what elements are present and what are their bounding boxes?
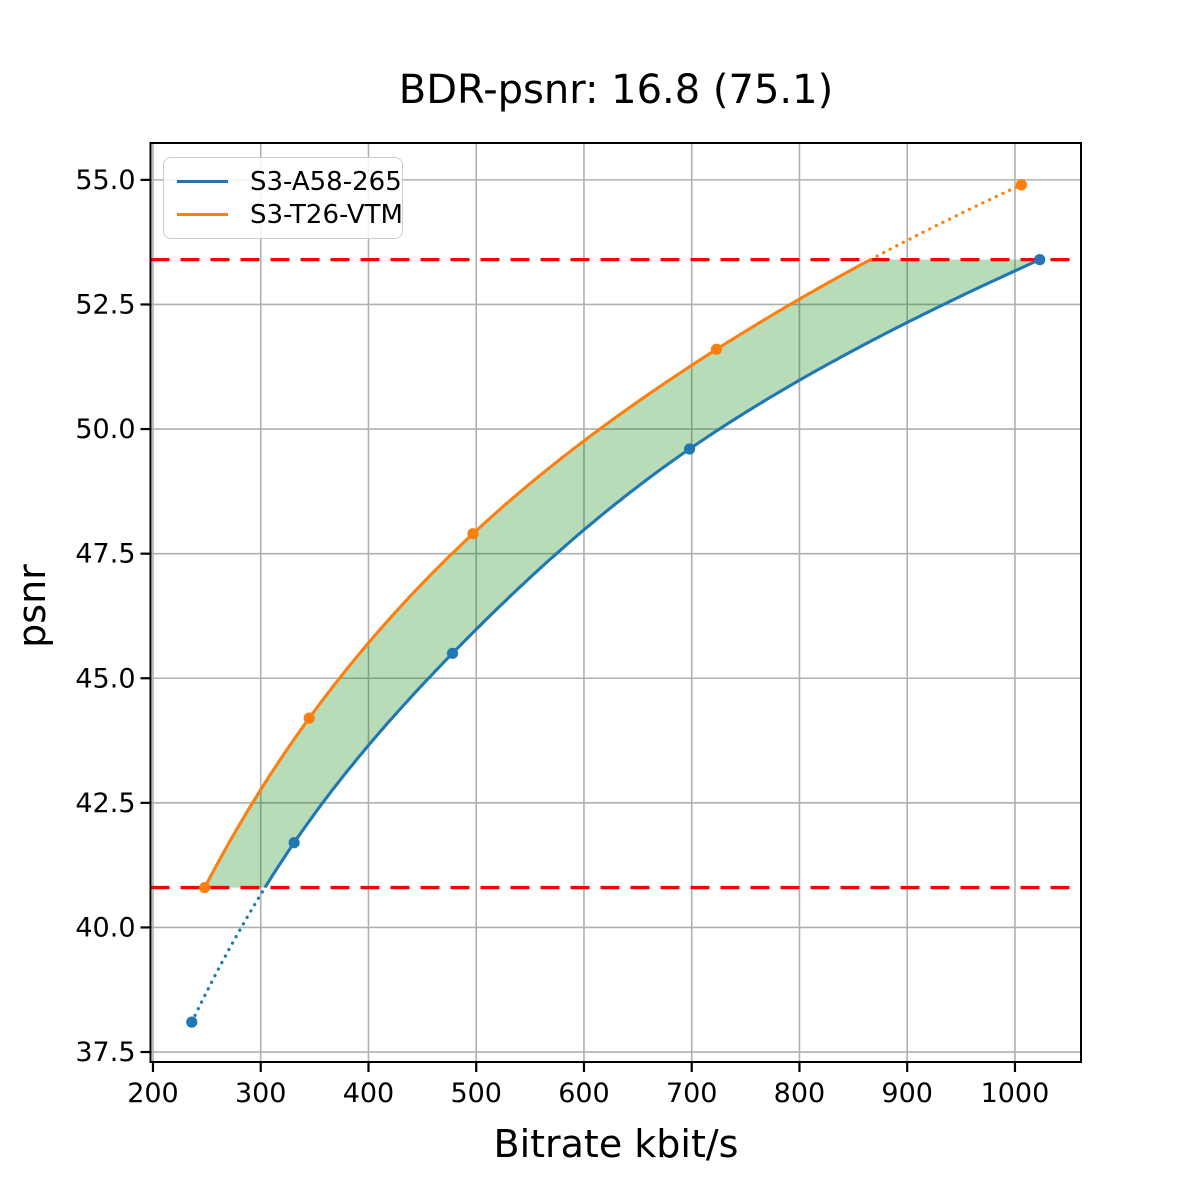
x-tick-label: 700	[666, 1078, 718, 1109]
data-point	[199, 881, 211, 894]
y-axis-label: psnr	[10, 564, 54, 648]
legend-line-sample-blue	[177, 179, 228, 184]
x-tick-label: 600	[558, 1078, 610, 1109]
legend-item-s3-a58-265: S3-A58-265	[164, 165, 402, 198]
chart-title: BDR-psnr: 16.8 (75.1)	[398, 67, 834, 113]
x-tick-label: 400	[343, 1078, 395, 1109]
rd-curve-s3-t26-vtm	[203, 258, 872, 889]
y-tick-label: 45.0	[75, 663, 135, 694]
data-point	[1034, 254, 1046, 266]
x-tick-label: 1000	[981, 1078, 1050, 1109]
y-tick-label: 47.5	[75, 539, 135, 570]
data-point	[186, 1016, 198, 1028]
rd-curve-s3-a58-265	[263, 258, 1041, 889]
data-point	[288, 837, 300, 849]
y-tick-label: 40.0	[75, 912, 135, 943]
rd-curve-s3-a58-265-dotted	[190, 886, 267, 1024]
legend-label: S3-T26-VTM	[250, 199, 403, 230]
x-axis-label: Bitrate kbit/s	[493, 1122, 739, 1166]
axes-spines	[149, 142, 1082, 1063]
data-point	[446, 647, 459, 659]
y-tick-label: 37.5	[75, 1037, 135, 1068]
x-tick-label: 200	[127, 1078, 179, 1109]
bd-overlap-fill	[204, 259, 1040, 888]
legend-label: S3-A58-265	[250, 166, 402, 197]
y-tick-label: 52.5	[75, 289, 135, 320]
legend-item-s3-t26-vtm: S3-T26-VTM	[164, 198, 403, 231]
y-tick-label: 55.0	[75, 165, 135, 196]
x-tick-label: 800	[774, 1078, 826, 1109]
legend: S3-A58-265 S3-T26-VTM	[163, 157, 403, 239]
data-point	[683, 443, 696, 455]
data-point	[467, 528, 479, 540]
y-tick-label: 42.5	[75, 788, 135, 819]
rd-curve-s3-t26-vtm-dotted	[868, 183, 1023, 262]
legend-line-sample-orange	[177, 212, 228, 217]
data-point	[303, 712, 315, 724]
x-tick-label: 900	[881, 1078, 933, 1109]
x-tick-label: 500	[450, 1078, 502, 1109]
x-tick-label: 300	[235, 1078, 287, 1109]
y-tick-label: 50.0	[75, 414, 135, 445]
data-point	[710, 343, 723, 355]
data-point	[1015, 179, 1028, 191]
